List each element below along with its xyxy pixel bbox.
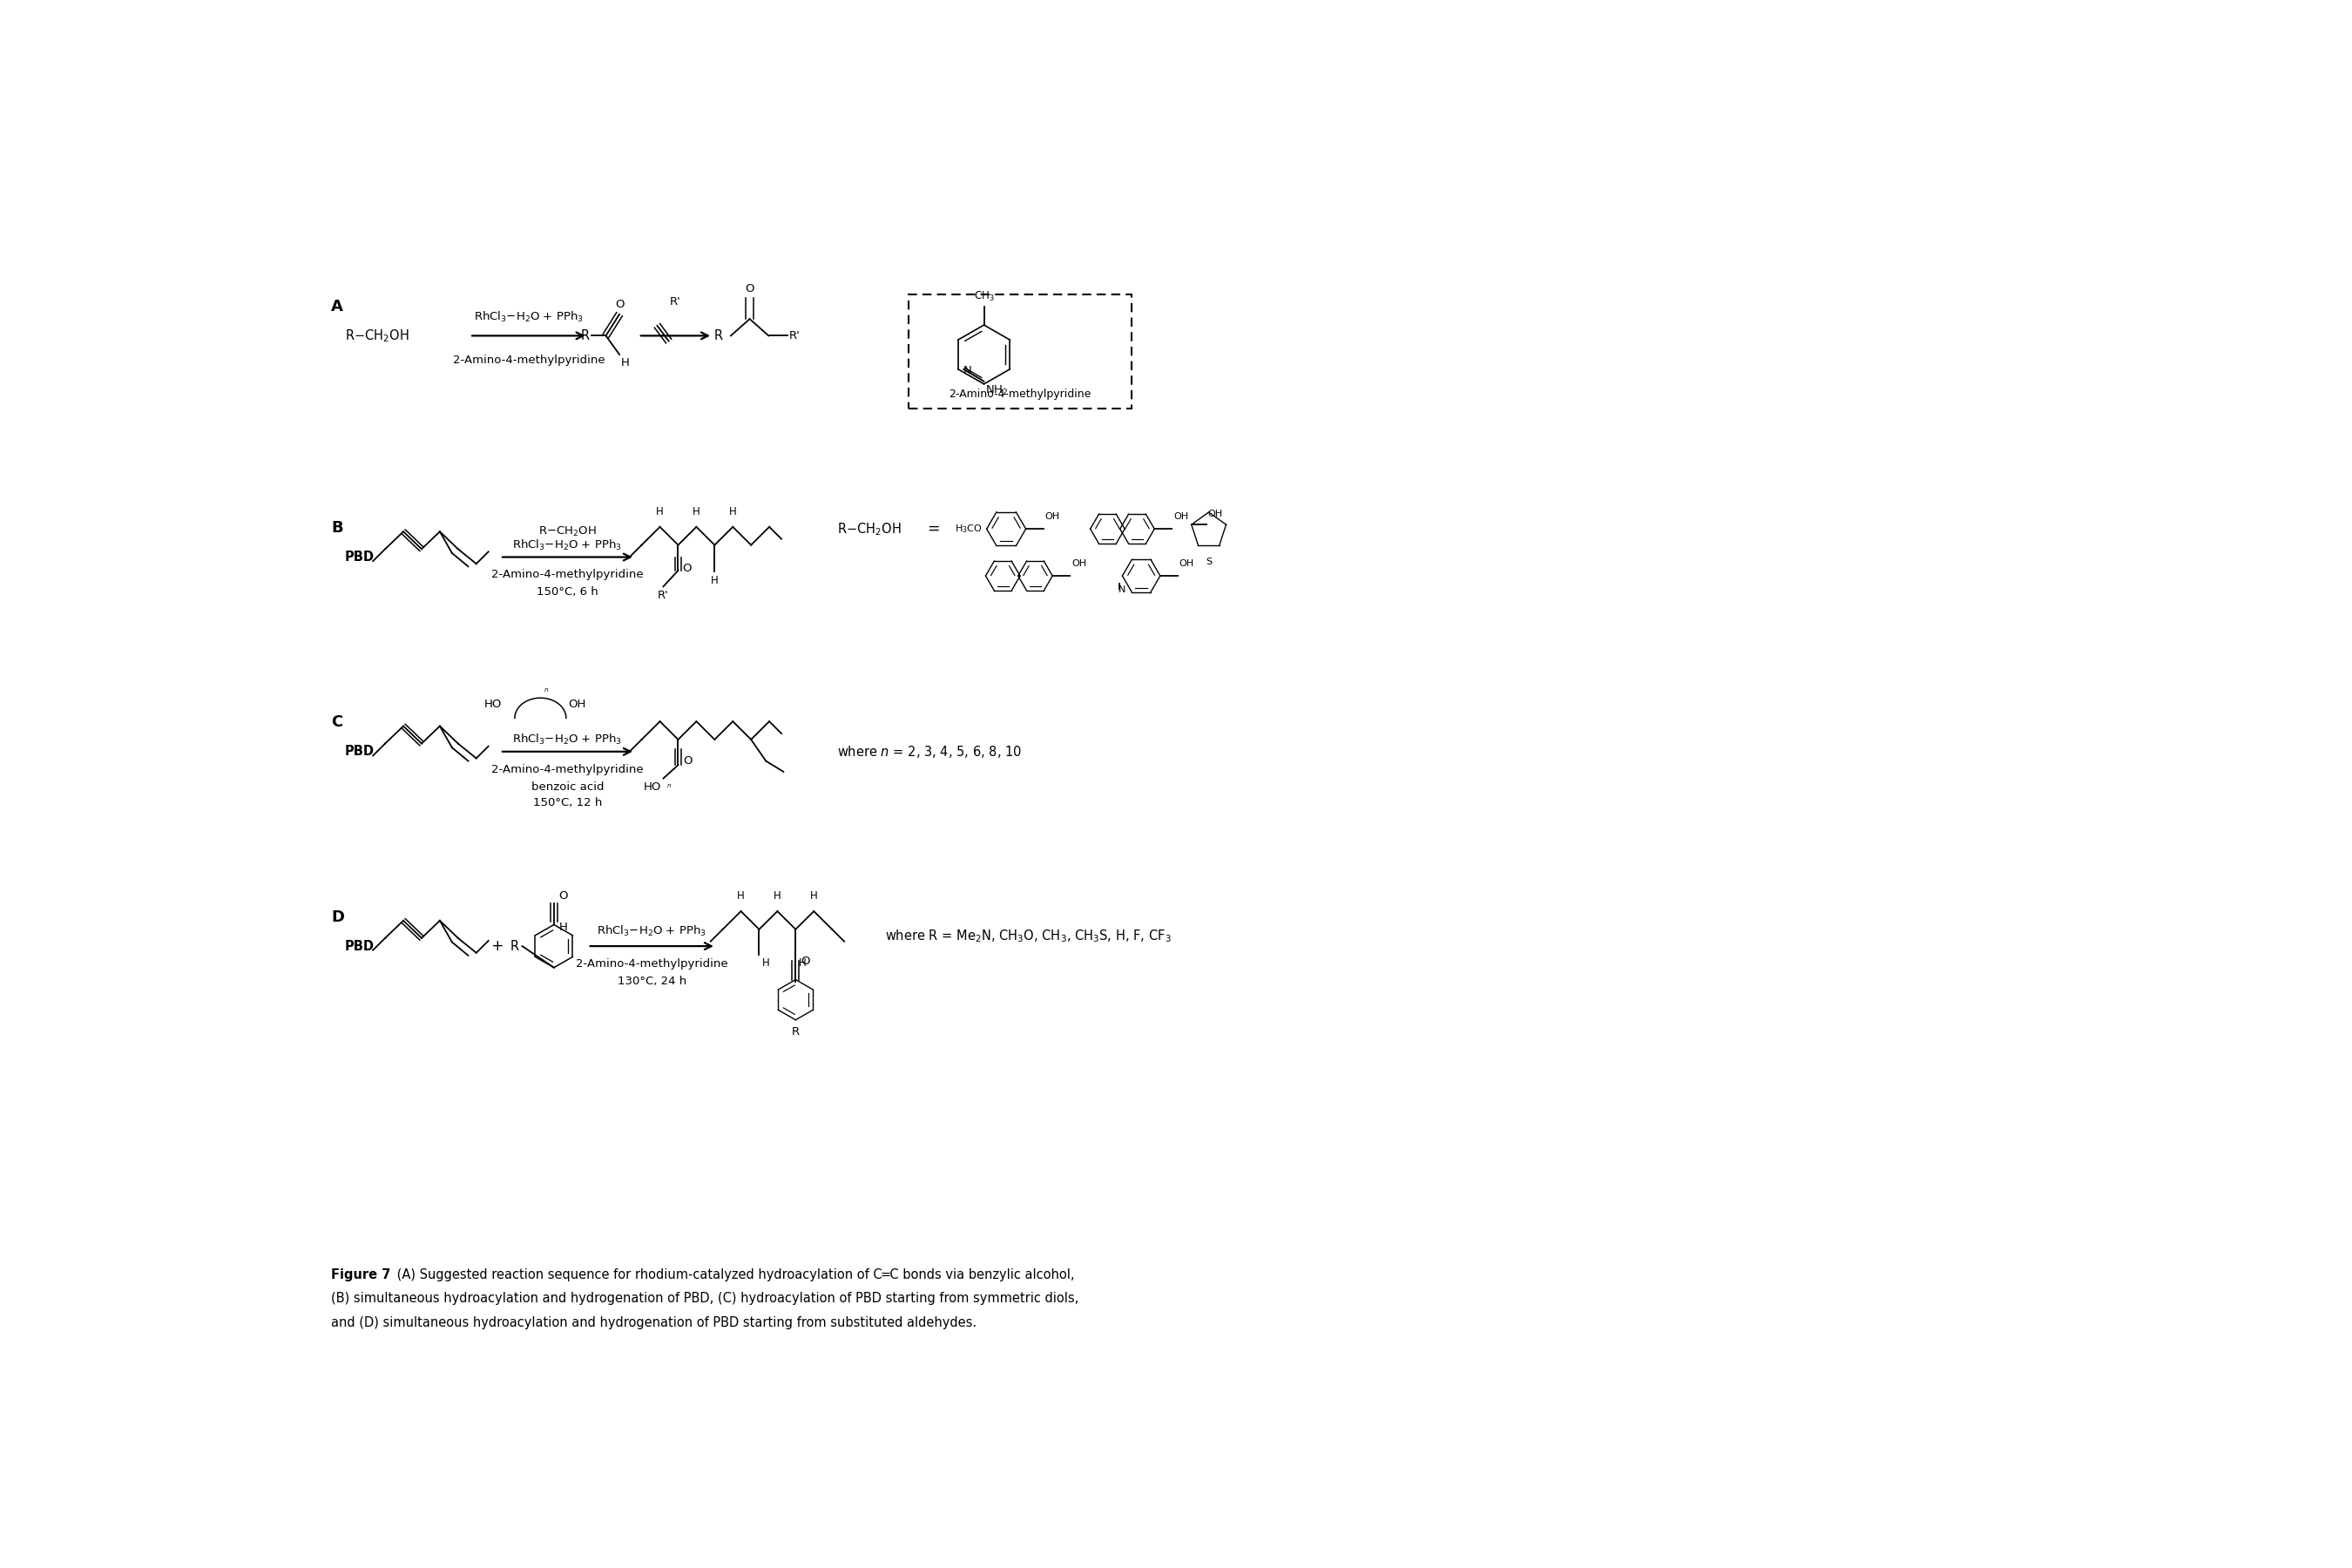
Text: and (D) simultaneous hydroacylation and hydrogenation of PBD starting from subst: and (D) simultaneous hydroacylation and … <box>332 1317 976 1330</box>
Text: OH: OH <box>1207 510 1223 517</box>
Text: H: H <box>762 958 769 969</box>
Text: OH: OH <box>1178 560 1195 568</box>
Text: CH$_3$: CH$_3$ <box>974 290 995 304</box>
Text: benzoic acid: benzoic acid <box>532 781 604 792</box>
Text: 2-Amino-4-methylpyridine: 2-Amino-4-methylpyridine <box>948 389 1091 400</box>
Text: RhCl$_3$$-$H$_2$O + PPh$_3$: RhCl$_3$$-$H$_2$O + PPh$_3$ <box>513 538 623 552</box>
Text: 2-Amino-4-methylpyridine: 2-Amino-4-methylpyridine <box>576 958 727 969</box>
Text: where R = Me$_2$N, CH$_3$O, CH$_3$, CH$_3$S, H, F, CF$_3$: where R = Me$_2$N, CH$_3$O, CH$_3$, CH$_… <box>884 928 1171 944</box>
Text: OH: OH <box>1073 560 1087 568</box>
Text: RhCl$_3$$-$H$_2$O + PPh$_3$: RhCl$_3$$-$H$_2$O + PPh$_3$ <box>475 310 583 325</box>
Text: H: H <box>656 506 663 517</box>
Text: HO: HO <box>644 781 661 792</box>
Text: R: R <box>581 329 590 342</box>
Text: OH: OH <box>1044 513 1061 521</box>
Text: H: H <box>621 358 630 368</box>
Text: H: H <box>691 506 701 517</box>
Text: R': R' <box>670 296 682 307</box>
Text: H: H <box>710 574 717 586</box>
Text: R$-$CH$_2$OH: R$-$CH$_2$OH <box>346 328 409 343</box>
Text: H: H <box>560 922 567 933</box>
Text: O: O <box>800 955 809 966</box>
Text: N: N <box>1120 585 1127 594</box>
Text: Figure 7: Figure 7 <box>332 1269 390 1281</box>
Text: H: H <box>809 891 818 902</box>
Text: $_n$: $_n$ <box>666 781 670 790</box>
Text: OH: OH <box>1174 513 1188 521</box>
Text: where $n$ = 2, 3, 4, 5, 6, 8, 10: where $n$ = 2, 3, 4, 5, 6, 8, 10 <box>837 743 1023 759</box>
Text: PBD: PBD <box>346 745 374 759</box>
Text: $_n$: $_n$ <box>543 685 550 695</box>
Text: H: H <box>800 958 807 969</box>
Text: (A) Suggested reaction sequence for rhodium-catalyzed hydroacylation of C═C bond: (A) Suggested reaction sequence for rhod… <box>393 1269 1075 1281</box>
Text: D: D <box>332 909 343 925</box>
Text: 2-Amino-4-methylpyridine: 2-Amino-4-methylpyridine <box>454 354 604 365</box>
Text: O: O <box>682 563 691 574</box>
Text: C: C <box>332 715 343 731</box>
Text: R': R' <box>788 329 800 342</box>
Text: O: O <box>560 891 567 902</box>
Text: NH$_2$: NH$_2$ <box>985 384 1009 397</box>
Text: RhCl$_3$$-$H$_2$O + PPh$_3$: RhCl$_3$$-$H$_2$O + PPh$_3$ <box>597 925 706 938</box>
Text: H$_3$CO: H$_3$CO <box>955 522 983 535</box>
Text: H: H <box>774 891 781 902</box>
Text: O: O <box>614 299 623 310</box>
Text: S: S <box>1207 558 1211 566</box>
Text: =: = <box>927 521 941 536</box>
Text: R$-$CH$_2$OH: R$-$CH$_2$OH <box>837 521 901 538</box>
Text: O: O <box>746 282 755 295</box>
Text: R': R' <box>659 590 668 601</box>
Bar <box>908 295 1131 408</box>
Text: PBD: PBD <box>346 550 374 563</box>
Text: RhCl$_3$$-$H$_2$O + PPh$_3$: RhCl$_3$$-$H$_2$O + PPh$_3$ <box>513 732 623 746</box>
Text: H: H <box>729 506 736 517</box>
Text: 150°C, 6 h: 150°C, 6 h <box>536 586 597 597</box>
Text: N: N <box>964 365 971 376</box>
Text: PBD: PBD <box>346 939 374 953</box>
Text: A: A <box>332 299 343 315</box>
Text: R: R <box>793 1027 800 1038</box>
Text: R$-$CH$_2$OH: R$-$CH$_2$OH <box>539 525 597 538</box>
Text: HO: HO <box>485 699 501 710</box>
Text: 2-Amino-4-methylpyridine: 2-Amino-4-methylpyridine <box>492 569 644 580</box>
Text: 150°C, 12 h: 150°C, 12 h <box>534 797 602 809</box>
Text: OH: OH <box>569 699 586 710</box>
Text: R: R <box>510 939 520 953</box>
Text: +: + <box>489 938 503 953</box>
Text: 130°C, 24 h: 130°C, 24 h <box>616 975 687 986</box>
Text: R: R <box>715 329 722 342</box>
Text: B: B <box>332 521 343 536</box>
Text: (B) simultaneous hydroacylation and hydrogenation of PBD, (C) hydroacylation of : (B) simultaneous hydroacylation and hydr… <box>332 1292 1080 1305</box>
Text: 2-Amino-4-methylpyridine: 2-Amino-4-methylpyridine <box>492 764 644 775</box>
Text: H: H <box>736 891 746 902</box>
Text: O: O <box>682 756 691 767</box>
